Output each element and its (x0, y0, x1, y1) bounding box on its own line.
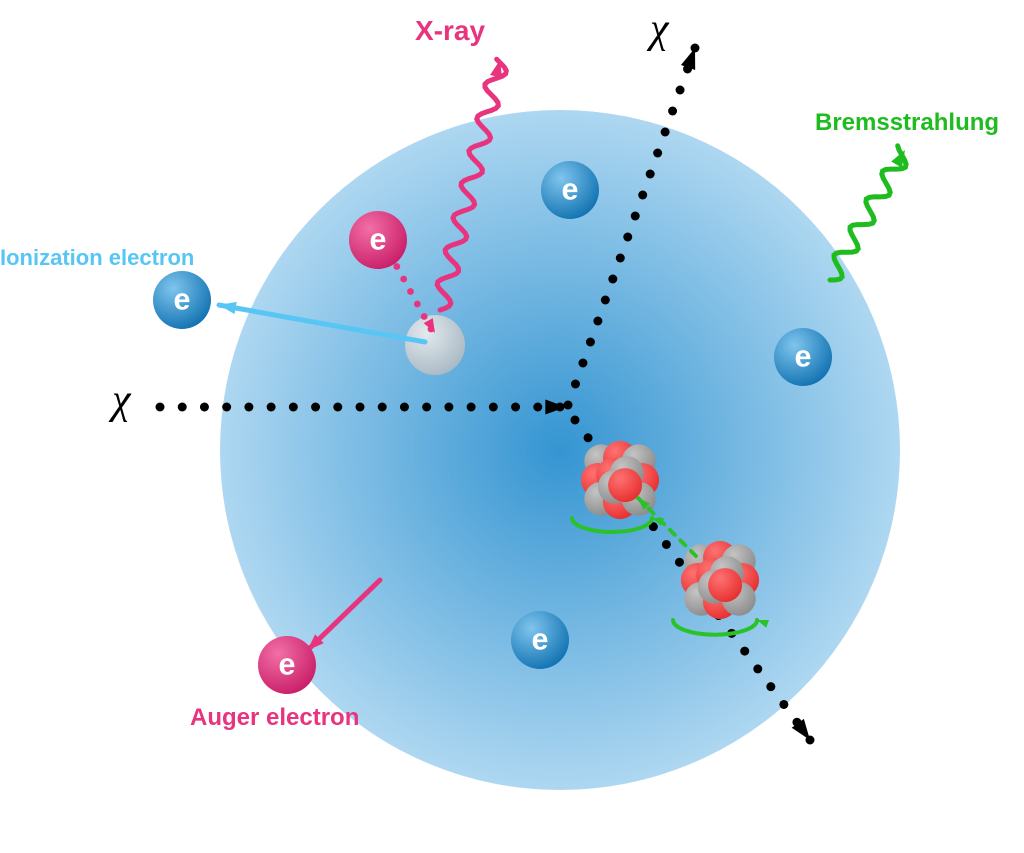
ionization-label: Ionization electron (0, 245, 194, 270)
auger-electron: e (258, 636, 316, 694)
svg-text:e: e (562, 172, 579, 206)
brems-label: Bremsstrahlung (815, 109, 999, 136)
svg-text:e: e (532, 622, 549, 656)
svg-text:e: e (370, 222, 387, 256)
svg-text:e: e (795, 339, 812, 373)
auger-label: Auger electron (190, 704, 359, 731)
bound-electron-1: e (774, 328, 832, 386)
xray-electron: e (349, 211, 407, 269)
chi-label-top: χ (646, 6, 670, 52)
vacancy-site (405, 315, 465, 375)
xray-label: X-ray (415, 15, 485, 46)
svg-text:e: e (174, 282, 191, 316)
bound-electron-0: e (541, 161, 599, 219)
bound-electron-2: e (511, 611, 569, 669)
diagram-root: χ χ e e e e Ionization electron e X-ray e Auger el… (0, 0, 1024, 853)
chi-label-in: χ (108, 377, 132, 423)
ionization-electron: e (153, 271, 211, 329)
svg-text:e: e (279, 647, 296, 681)
